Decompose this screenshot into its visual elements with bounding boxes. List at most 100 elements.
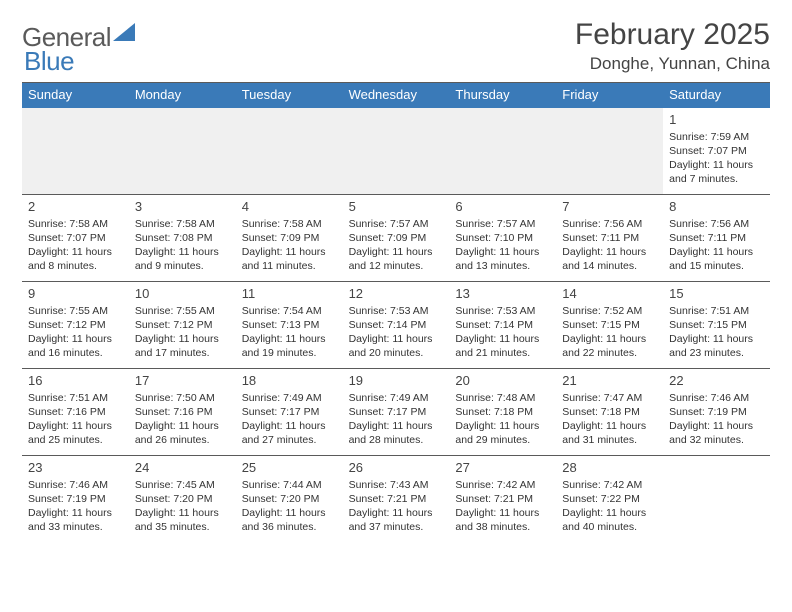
sunset-text: Sunset: 7:14 PM [349,318,444,332]
day-number: 16 [28,372,123,391]
daylight-text: Daylight: 11 hours and 31 minutes. [562,419,657,447]
day-number: 24 [135,459,230,478]
calendar-grid: 1 Sunrise: 7:59 AM Sunset: 7:07 PM Dayli… [22,108,770,542]
sunrise-text: Sunrise: 7:58 AM [242,217,337,231]
day-cell: 22Sunrise: 7:46 AMSunset: 7:19 PMDayligh… [663,369,770,455]
daylight-text: Daylight: 11 hours and 37 minutes. [349,506,444,534]
sunset-text: Sunset: 7:09 PM [349,231,444,245]
weekday-wednesday: Wednesday [343,83,450,108]
sunrise-text: Sunrise: 7:59 AM [669,130,764,144]
sunrise-text: Sunrise: 7:47 AM [562,391,657,405]
daylight-text: Daylight: 11 hours and 33 minutes. [28,506,123,534]
day-cell: 18Sunrise: 7:49 AMSunset: 7:17 PMDayligh… [236,369,343,455]
day-number: 8 [669,198,764,217]
sunrise-text: Sunrise: 7:53 AM [455,304,550,318]
day-number: 18 [242,372,337,391]
sunset-text: Sunset: 7:20 PM [135,492,230,506]
day-number: 25 [242,459,337,478]
weekday-friday: Friday [556,83,663,108]
sunrise-text: Sunrise: 7:57 AM [349,217,444,231]
sunset-text: Sunset: 7:22 PM [562,492,657,506]
month-title: February 2025 [575,18,770,52]
daylight-text: Daylight: 11 hours and 11 minutes. [242,245,337,273]
sunset-text: Sunset: 7:19 PM [28,492,123,506]
day-cell: 1 Sunrise: 7:59 AM Sunset: 7:07 PM Dayli… [663,108,770,194]
daylight-text: Daylight: 11 hours and 36 minutes. [242,506,337,534]
day-number: 21 [562,372,657,391]
sunrise-text: Sunrise: 7:46 AM [28,478,123,492]
empty-leading-cells [22,108,663,194]
sunrise-text: Sunrise: 7:55 AM [135,304,230,318]
day-number: 26 [349,459,444,478]
day-number: 2 [28,198,123,217]
daylight-text: Daylight: 11 hours and 23 minutes. [669,332,764,360]
sunrise-text: Sunrise: 7:44 AM [242,478,337,492]
sunset-text: Sunset: 7:19 PM [669,405,764,419]
day-number: 9 [28,285,123,304]
day-cell: 20Sunrise: 7:48 AMSunset: 7:18 PMDayligh… [449,369,556,455]
sunrise-text: Sunrise: 7:45 AM [135,478,230,492]
day-number: 17 [135,372,230,391]
daylight-text: Daylight: 11 hours and 17 minutes. [135,332,230,360]
day-number: 12 [349,285,444,304]
sunset-text: Sunset: 7:14 PM [455,318,550,332]
sunset-text: Sunset: 7:09 PM [242,231,337,245]
title-block: February 2025 Donghe, Yunnan, China [575,18,770,74]
sunrise-text: Sunrise: 7:43 AM [349,478,444,492]
day-number: 22 [669,372,764,391]
sunset-text: Sunset: 7:17 PM [242,405,337,419]
day-cell: 17Sunrise: 7:50 AMSunset: 7:16 PMDayligh… [129,369,236,455]
sunset-text: Sunset: 7:16 PM [135,405,230,419]
sunrise-text: Sunrise: 7:49 AM [349,391,444,405]
day-cell: 15Sunrise: 7:51 AMSunset: 7:15 PMDayligh… [663,282,770,368]
sunrise-text: Sunrise: 7:42 AM [455,478,550,492]
day-number: 11 [242,285,337,304]
sunrise-text: Sunrise: 7:55 AM [28,304,123,318]
sunset-text: Sunset: 7:15 PM [669,318,764,332]
day-cell: 13Sunrise: 7:53 AMSunset: 7:14 PMDayligh… [449,282,556,368]
day-cell: 16Sunrise: 7:51 AMSunset: 7:16 PMDayligh… [22,369,129,455]
sunset-text: Sunset: 7:12 PM [135,318,230,332]
sunset-text: Sunset: 7:20 PM [242,492,337,506]
day-cell: 21Sunrise: 7:47 AMSunset: 7:18 PMDayligh… [556,369,663,455]
day-cell: 2Sunrise: 7:58 AMSunset: 7:07 PMDaylight… [22,195,129,281]
empty-trailing-cell [663,456,770,542]
sunset-text: Sunset: 7:18 PM [562,405,657,419]
sunrise-text: Sunrise: 7:58 AM [135,217,230,231]
daylight-text: Daylight: 11 hours and 29 minutes. [455,419,550,447]
weekday-header-row: Sunday Monday Tuesday Wednesday Thursday… [22,82,770,108]
day-number: 14 [562,285,657,304]
day-number: 15 [669,285,764,304]
sunrise-text: Sunrise: 7:49 AM [242,391,337,405]
day-number: 4 [242,198,337,217]
day-cell: 7Sunrise: 7:56 AMSunset: 7:11 PMDaylight… [556,195,663,281]
daylight-text: Daylight: 11 hours and 27 minutes. [242,419,337,447]
daylight-text: Daylight: 11 hours and 9 minutes. [135,245,230,273]
day-number: 19 [349,372,444,391]
sunset-text: Sunset: 7:13 PM [242,318,337,332]
location-subtitle: Donghe, Yunnan, China [575,54,770,74]
day-cell: 10Sunrise: 7:55 AMSunset: 7:12 PMDayligh… [129,282,236,368]
sunset-text: Sunset: 7:21 PM [349,492,444,506]
daylight-text: Daylight: 11 hours and 40 minutes. [562,506,657,534]
weekday-saturday: Saturday [663,83,770,108]
daylight-text: Daylight: 11 hours and 32 minutes. [669,419,764,447]
day-cell: 14Sunrise: 7:52 AMSunset: 7:15 PMDayligh… [556,282,663,368]
day-cell: 8Sunrise: 7:56 AMSunset: 7:11 PMDaylight… [663,195,770,281]
sunrise-text: Sunrise: 7:58 AM [28,217,123,231]
weekday-thursday: Thursday [449,83,556,108]
day-number: 5 [349,198,444,217]
sunrise-text: Sunrise: 7:56 AM [669,217,764,231]
daylight-text: Daylight: 11 hours and 12 minutes. [349,245,444,273]
day-number: 13 [455,285,550,304]
day-cell: 6Sunrise: 7:57 AMSunset: 7:10 PMDaylight… [449,195,556,281]
day-cell: 25Sunrise: 7:44 AMSunset: 7:20 PMDayligh… [236,456,343,542]
sunrise-text: Sunrise: 7:56 AM [562,217,657,231]
sunrise-text: Sunrise: 7:48 AM [455,391,550,405]
sunset-text: Sunset: 7:17 PM [349,405,444,419]
day-cell: 5Sunrise: 7:57 AMSunset: 7:09 PMDaylight… [343,195,450,281]
weekday-sunday: Sunday [22,83,129,108]
brand-part2: Blue [22,46,74,77]
header-bar: General February 2025 Donghe, Yunnan, Ch… [22,18,770,74]
day-number: 20 [455,372,550,391]
